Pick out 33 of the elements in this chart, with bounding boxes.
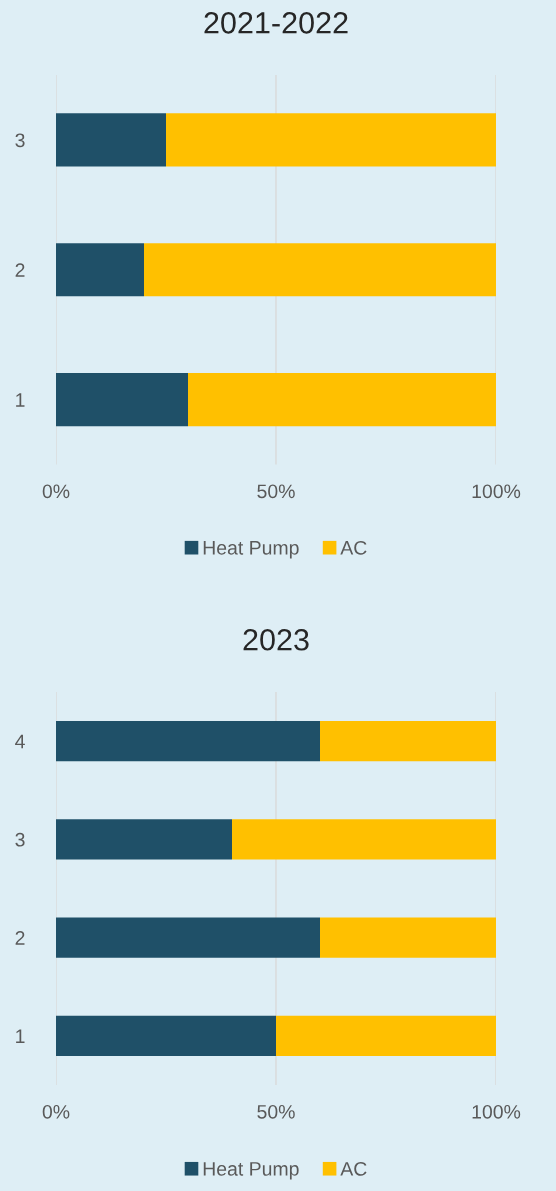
y-tick-label: 1	[16, 1029, 25, 1043]
y-tick-label: 4	[15, 734, 25, 749]
bar	[56, 819, 232, 860]
bar	[56, 243, 144, 297]
y-tick-label: 2	[15, 931, 25, 945]
legend-label: AC	[340, 540, 367, 555]
bar	[276, 1015, 496, 1057]
bar	[56, 720, 320, 762]
x-tick-label: 100%	[472, 484, 521, 499]
legend-label: Heat Pump	[203, 541, 299, 559]
x-tick-label: 100%	[472, 1104, 521, 1119]
bar	[56, 1015, 276, 1057]
bar	[56, 113, 166, 167]
x-tick-label: 50%	[257, 484, 295, 499]
bar	[56, 372, 188, 427]
bar	[144, 243, 496, 297]
y-tick-label: 1	[16, 393, 25, 407]
bar	[166, 113, 496, 167]
y-tick-label: 3	[15, 832, 25, 847]
legend-label: Heat Pump	[203, 1162, 299, 1180]
bar	[320, 917, 496, 958]
y-tick-label: 2	[15, 263, 25, 277]
bar	[232, 819, 496, 860]
bar	[56, 917, 320, 958]
bar	[188, 372, 496, 427]
x-tick-label: 0%	[42, 1104, 70, 1119]
chart-title: 2023	[243, 628, 309, 651]
y-tick-label: 3	[15, 133, 25, 148]
x-tick-label: 0%	[42, 484, 70, 499]
chart-title: 2021-2022	[204, 12, 348, 34]
x-tick-label: 50%	[257, 1104, 295, 1119]
legend-label: AC	[340, 1161, 367, 1176]
bar	[320, 720, 496, 762]
